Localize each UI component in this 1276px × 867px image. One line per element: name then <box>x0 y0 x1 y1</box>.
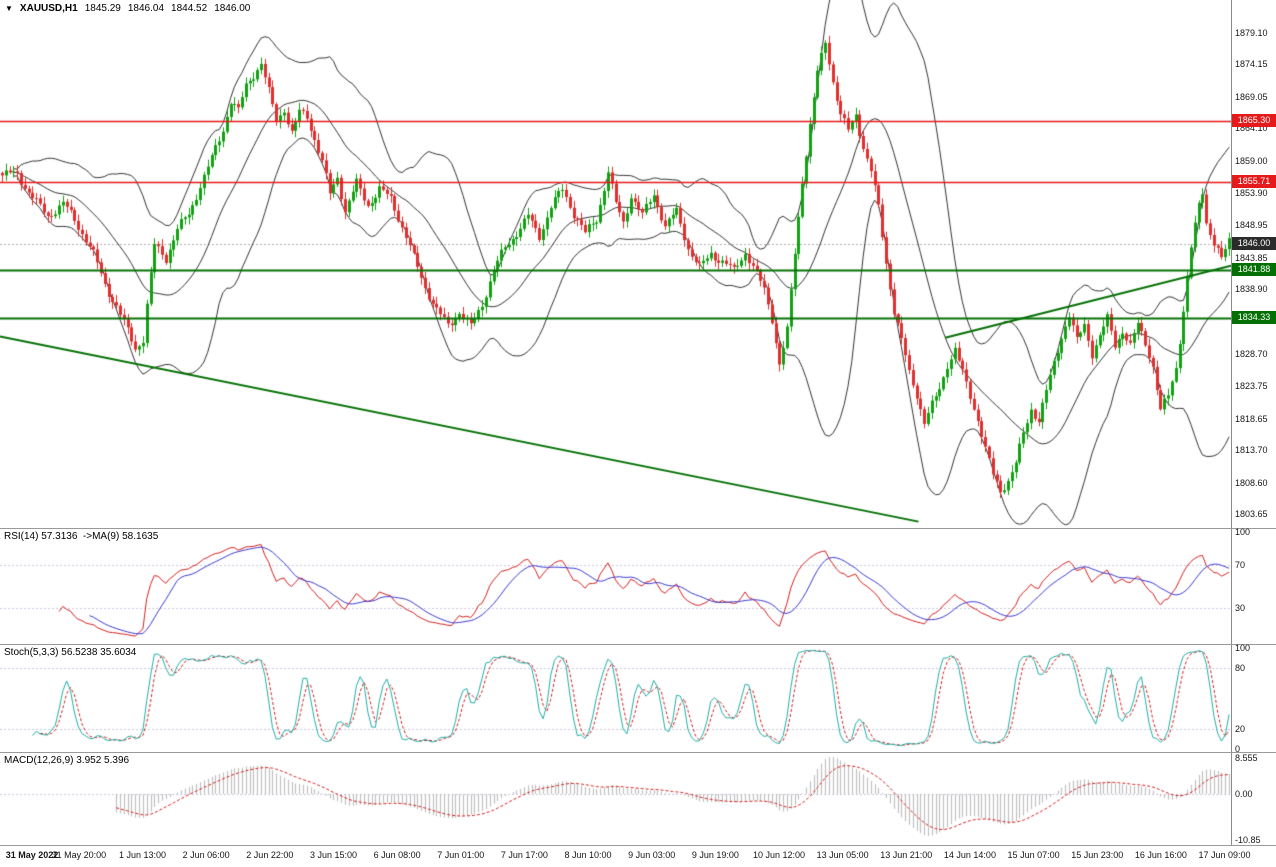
time-axis-label: 7 Jun 17:00 <box>500 850 548 860</box>
time-axis[interactable]: 31 May 2022 31 May 20:00 1 Jun 13:00 2 Jun … <box>0 845 1276 867</box>
symbol-dropdown-icon[interactable]: ▼ <box>5 4 13 13</box>
rsi-indicator-label: RSI(14) 57.3136 ->MA(9) 58.1635 <box>4 531 159 542</box>
indicator-axis-label: 20 <box>1235 723 1246 734</box>
time-axis-label: 15 Jun 23:00 <box>1071 850 1124 860</box>
price-axis-label: 1853.90 <box>1235 188 1268 199</box>
time-axis-label: 13 Jun 05:00 <box>816 850 869 860</box>
price-axis-label: 1803.65 <box>1235 509 1268 520</box>
price-axis-label: 1818.65 <box>1235 413 1268 424</box>
price-axis-label: 1808.60 <box>1235 477 1268 488</box>
price-axis[interactable]: 1879.10 1874.15 1869.05 1864.10 1859.00 1853.… <box>1231 0 1276 528</box>
rsi-value-axis[interactable]: 100 70 30 <box>1231 527 1276 644</box>
time-axis-label: 9 Jun 19:00 <box>691 850 739 860</box>
indicator-axis-label: 100 <box>1235 643 1251 653</box>
indicator-axis-label: 8.555 <box>1235 752 1258 763</box>
price-axis-label: 1869.05 <box>1235 91 1268 102</box>
ohlc-open-value: 1845.29 <box>84 3 121 14</box>
price-badge-support[interactable]: 1841.88 <box>1232 263 1276 277</box>
price-badge-support[interactable]: 1834.33 <box>1232 311 1276 325</box>
indicator-axis-label: 0.00 <box>1235 788 1253 799</box>
time-axis-label: 9 Jun 03:00 <box>628 850 676 860</box>
macd-value-axis[interactable]: 8.555 0.00 -10.85 <box>1231 753 1276 845</box>
price-axis-label: 1828.70 <box>1235 349 1268 360</box>
ohlc-high-value: 1846.04 <box>127 3 165 14</box>
stochastic-panel: Stoch(5,3,3) 56.5238 35.6034 100 80 20 0 <box>0 643 1276 754</box>
ohlc-low-value: 1844.52 <box>171 3 208 14</box>
price-axis-label: 1874.15 <box>1235 59 1268 70</box>
time-axis-label: 2 Jun 22:00 <box>246 850 294 860</box>
indicator-axis-label: 30 <box>1235 603 1246 614</box>
time-axis-label: 14 Jun 14:00 <box>943 850 996 860</box>
time-axis-label: 16 Jun 16:00 <box>1134 850 1187 860</box>
time-axis-label: 10 Jun 12:00 <box>752 850 806 860</box>
price-axis-label: 1838.90 <box>1235 284 1268 295</box>
time-axis-label: 1 Jun 13:00 <box>119 850 167 860</box>
time-axis-label: 6 Jun 08:00 <box>373 850 421 860</box>
indicator-axis-label: 0 <box>1235 744 1241 754</box>
time-axis-label: 2 Jun 06:00 <box>182 850 230 860</box>
macd-indicator-label: MACD(12,26,9) 3.952 5.396 <box>4 755 130 766</box>
time-axis-label: 13 Jun 21:00 <box>880 850 933 860</box>
time-axis-label: 7 Jun 01:00 <box>437 850 485 860</box>
price-badge-resistance[interactable]: 1855.71 <box>1232 174 1276 188</box>
time-axis-label: 17 Jun 09:00 <box>1198 850 1251 860</box>
price-axis-label: 1813.70 <box>1235 445 1268 456</box>
indicator-axis-label: 70 <box>1235 559 1246 570</box>
stochastic-indicator-label: Stoch(5,3,3) 56.5238 35.6034 <box>4 647 137 658</box>
time-axis-label: 31 May 2022 <box>5 850 59 860</box>
macd-chart-canvas[interactable] <box>0 753 1231 845</box>
stochastic-chart-canvas[interactable] <box>0 645 1231 752</box>
time-axis-label: 15 Jun 07:00 <box>1007 850 1060 860</box>
price-badge-resistance[interactable]: 1865.30 <box>1232 113 1276 127</box>
macd-panel: MACD(12,26,9) 3.952 5.396 8.555 0.00 -10.8… <box>0 752 1276 845</box>
price-axis-label: 1879.10 <box>1235 27 1268 38</box>
symbol-timeframe-label: XAUUSD,H1 <box>19 3 78 14</box>
time-axis-label: 31 May 20:00 <box>51 850 107 860</box>
price-axis-label: 1843.85 <box>1235 252 1268 263</box>
price-axis-label: 1848.95 <box>1235 220 1268 231</box>
chart-header: ▼ XAUUSD,H1 1845.29 1846.04 1844.52 1846… <box>5 3 250 14</box>
rsi-panel: RSI(14) 57.3136 ->MA(9) 58.1635 100 70 30 <box>0 527 1276 644</box>
stochastic-value-axis[interactable]: 100 80 20 0 <box>1231 643 1276 754</box>
main-chart-canvas[interactable] <box>0 0 1231 528</box>
ohlc-close-value: 1846.00 <box>214 3 251 14</box>
price-axis-label: 1859.00 <box>1235 155 1268 166</box>
time-axis-label: 3 Jun 15:00 <box>309 850 357 860</box>
main-price-chart-panel: ▼ XAUUSD,H1 1845.29 1846.04 1844.52 1846… <box>0 0 1276 528</box>
time-axis-label: 8 Jun 10:00 <box>564 850 612 860</box>
price-badge-current[interactable]: 1846.00 <box>1232 236 1276 250</box>
indicator-axis-label: -10.85 <box>1235 834 1261 845</box>
rsi-chart-canvas[interactable] <box>0 529 1231 644</box>
indicator-axis-label: 80 <box>1235 663 1246 674</box>
indicator-axis-label: 100 <box>1235 527 1251 537</box>
price-axis-label: 1823.75 <box>1235 380 1268 391</box>
price-axis-label: 1864.10 <box>1235 123 1268 134</box>
